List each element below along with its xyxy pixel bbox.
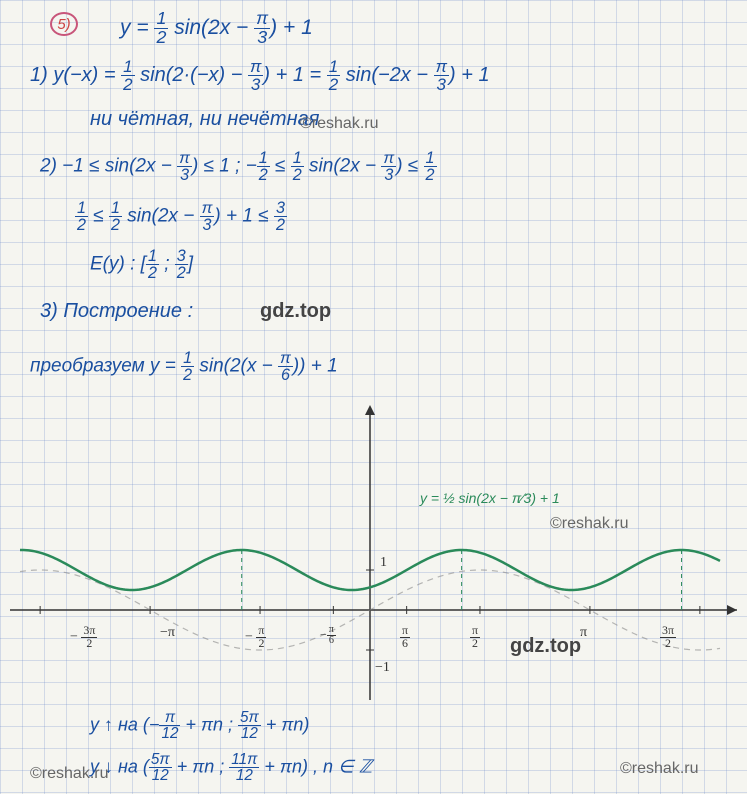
ylab-1: 1 <box>380 555 387 571</box>
line-1: y = 12 sin(2x − π3) + 1 <box>120 10 313 47</box>
line-7: 3) Построение : <box>40 300 193 323</box>
watermark-3: ©reshak.ru <box>30 765 108 783</box>
line-6: E(y) : [12 ; 32] <box>90 248 193 281</box>
graph-canvas <box>0 400 747 730</box>
watermark-gdz2: gdz.top <box>510 635 581 658</box>
xlab-5: π2 <box>470 625 480 650</box>
xlab-3: −π6 <box>320 625 336 646</box>
xlab-4: π6 <box>400 625 410 650</box>
line-4: 2) −1 ≤ sin(2x − π3) ≤ 1 ; −12 ≤ 12 sin(… <box>40 150 437 183</box>
line-8: преобразуем y = 12 sin(2(x − π6)) + 1 <box>30 350 338 383</box>
xlab-1: −π <box>160 625 175 641</box>
xlab-7: 3π2 <box>660 625 676 650</box>
curve-label: y = ½ sin(2x − π⁄3) + 1 <box>420 490 560 506</box>
line-10: y ↓ на (5π12 + πn ; 11π12 + πn) , n ∈ ℤ <box>90 752 372 784</box>
problem-number-circle: 5) <box>50 12 78 36</box>
line-3: ни чётная, ни нечётная <box>90 108 319 131</box>
watermark-2: ©reshak.ru <box>550 515 628 533</box>
line-5: 12 ≤ 12 sin(2x − π3) + 1 ≤ 32 <box>75 200 287 233</box>
problem-number: 5) <box>57 16 70 33</box>
ylab-neg1: −1 <box>375 660 390 676</box>
watermark-1: ©reshak.ru <box>300 115 378 133</box>
watermark-4: ©reshak.ru <box>620 760 698 778</box>
xlab-0: − 3π2 <box>70 625 97 650</box>
line-9: y ↑ на (−π12 + πn ; 5π12 + πn) <box>90 710 309 742</box>
line-2: 1) y(−x) = 12 sin(2·(−x) − π3) + 1 = 12 … <box>30 58 490 93</box>
watermark-gdz1: gdz.top <box>260 300 331 323</box>
xlab-2: − π2 <box>245 625 266 650</box>
